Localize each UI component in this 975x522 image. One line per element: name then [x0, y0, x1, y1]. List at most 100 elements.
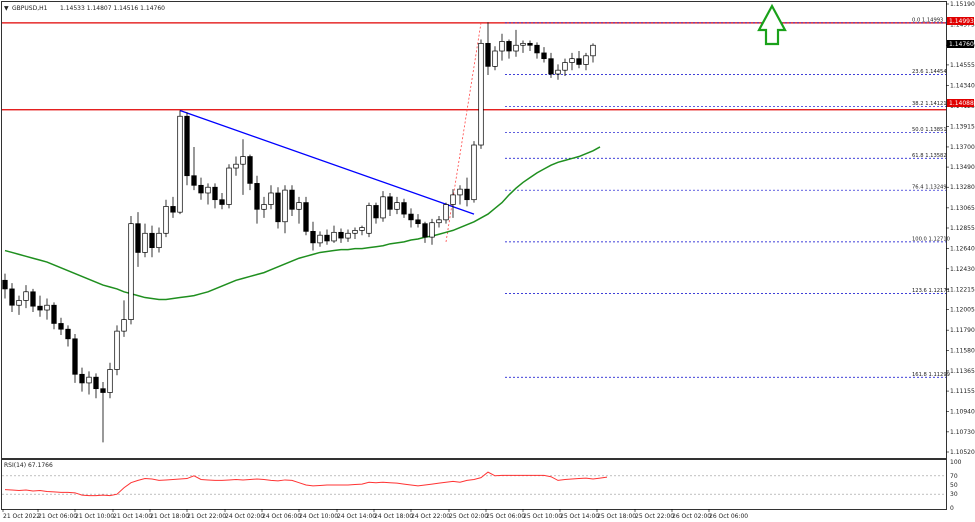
candle-body	[450, 194, 456, 205]
candle-body	[408, 213, 414, 221]
candle-body	[191, 175, 197, 186]
resistance-badge-1: 1.14993	[949, 18, 974, 25]
candle-body	[324, 234, 330, 242]
candle-body	[506, 41, 512, 52]
candle-body	[471, 144, 477, 201]
candle-body	[226, 167, 232, 205]
candle-body	[205, 186, 211, 194]
current-price-badge: 1.14760	[949, 41, 974, 48]
candle-body	[289, 189, 295, 210]
fib-level-label: 100.0 1.12710	[912, 236, 950, 242]
candle-body	[219, 199, 225, 205]
candle-body	[30, 291, 36, 307]
candle-body	[555, 69, 561, 75]
candle-body	[520, 42, 526, 46]
candle-body	[240, 156, 246, 165]
candle-body	[422, 223, 428, 238]
candle-body	[9, 288, 15, 306]
candle-body	[163, 206, 169, 234]
candle-body	[65, 328, 71, 340]
fib-level-label: 50.0 1.13851	[912, 127, 947, 133]
x-tick-label: 26 Oct 06:00	[709, 513, 748, 520]
x-tick-label: 21 Oct 14:00	[113, 513, 152, 520]
candle-body	[492, 50, 498, 67]
candle-body	[359, 227, 365, 231]
candle-body	[562, 62, 568, 71]
ma-line	[4, 146, 601, 301]
y-tick-label: 1.11155	[950, 388, 975, 395]
candle-body	[527, 42, 533, 46]
candle-body	[443, 204, 449, 221]
candle-body	[310, 231, 316, 244]
rsi-tick-label: 0	[950, 505, 954, 512]
y-tick-label: 1.11580	[950, 347, 975, 354]
y-tick-label: 1.12005	[950, 307, 975, 314]
resistance-badge-bg-2	[947, 99, 974, 107]
candle-body	[380, 196, 386, 219]
trendline	[179, 109, 475, 215]
candle-body	[142, 232, 148, 253]
y-tick-label: 1.10730	[950, 429, 975, 436]
rsi-tick-label: 30	[950, 491, 958, 498]
candle-body	[79, 373, 85, 384]
candle-body	[366, 205, 372, 234]
candle-body	[254, 183, 260, 210]
x-tick-label: 24 Oct 14:00	[337, 513, 376, 520]
rsi-line	[4, 471, 608, 497]
rsi-tick-label: 100	[950, 459, 962, 466]
candle-body	[338, 231, 344, 239]
y-tick-label: 1.13490	[950, 164, 975, 171]
candle-body	[261, 204, 267, 210]
x-tick-label: 25 Oct 18:00	[597, 513, 636, 520]
candle-body	[513, 44, 519, 52]
candle-body	[135, 223, 141, 253]
chart-header-arrow: ▼	[4, 5, 9, 12]
y-tick-label: 1.12855	[950, 225, 975, 232]
candle-body	[373, 205, 379, 219]
candle-body	[457, 188, 463, 196]
candle-body	[436, 219, 442, 224]
y-tick-label: 1.13915	[950, 123, 975, 130]
y-tick-label: 1.13280	[950, 184, 975, 191]
candle-body	[534, 44, 540, 54]
x-tick-label: 21 Oct 10:00	[75, 513, 114, 520]
candle-body	[149, 232, 155, 249]
fibonacci-retracement: 0.0 1.14993 23.6 1.14454 38.2 1.14121 50.0 …	[445, 17, 950, 378]
fib-level-label: 23.6 1.14454	[912, 69, 947, 75]
candle-body	[86, 376, 92, 384]
candle-body	[233, 163, 239, 169]
candle-body	[590, 44, 596, 57]
y-tick-label: 1.12215	[950, 286, 975, 293]
candle-body	[478, 42, 484, 146]
y-tick-label: 1.14975	[950, 22, 975, 29]
fib-level-label: 61.8 1.13582	[912, 153, 947, 159]
candle-body	[268, 192, 274, 205]
fib-swing-line	[445, 22, 482, 242]
trendline-line	[179, 109, 475, 215]
y-tick-label: 1.15190	[950, 1, 975, 8]
x-tick-label: 24 Oct 10:00	[299, 513, 338, 520]
candle-body	[296, 202, 302, 210]
y-tick-label: 1.14340	[950, 83, 975, 90]
candle-body	[352, 230, 358, 234]
x-tick-label: 25 Oct 06:00	[486, 513, 525, 520]
candle-body	[415, 219, 421, 225]
candle-body	[114, 330, 120, 370]
fib-level-label: 0.0 1.14993	[912, 17, 943, 23]
candle-body	[72, 338, 78, 375]
candle-body	[198, 184, 204, 194]
candle-body	[16, 300, 22, 306]
candle-body	[282, 189, 288, 223]
candle-body	[2, 279, 8, 290]
rsi-title: RSI(14) 67.1766	[4, 462, 53, 469]
rsi-pane-frame	[1, 459, 947, 510]
candle-body	[121, 319, 127, 332]
candle-body	[100, 388, 106, 393]
candle-body	[107, 369, 113, 393]
candle-body	[170, 206, 176, 213]
candle-body	[44, 304, 50, 311]
up-arrow-icon	[757, 3, 787, 46]
